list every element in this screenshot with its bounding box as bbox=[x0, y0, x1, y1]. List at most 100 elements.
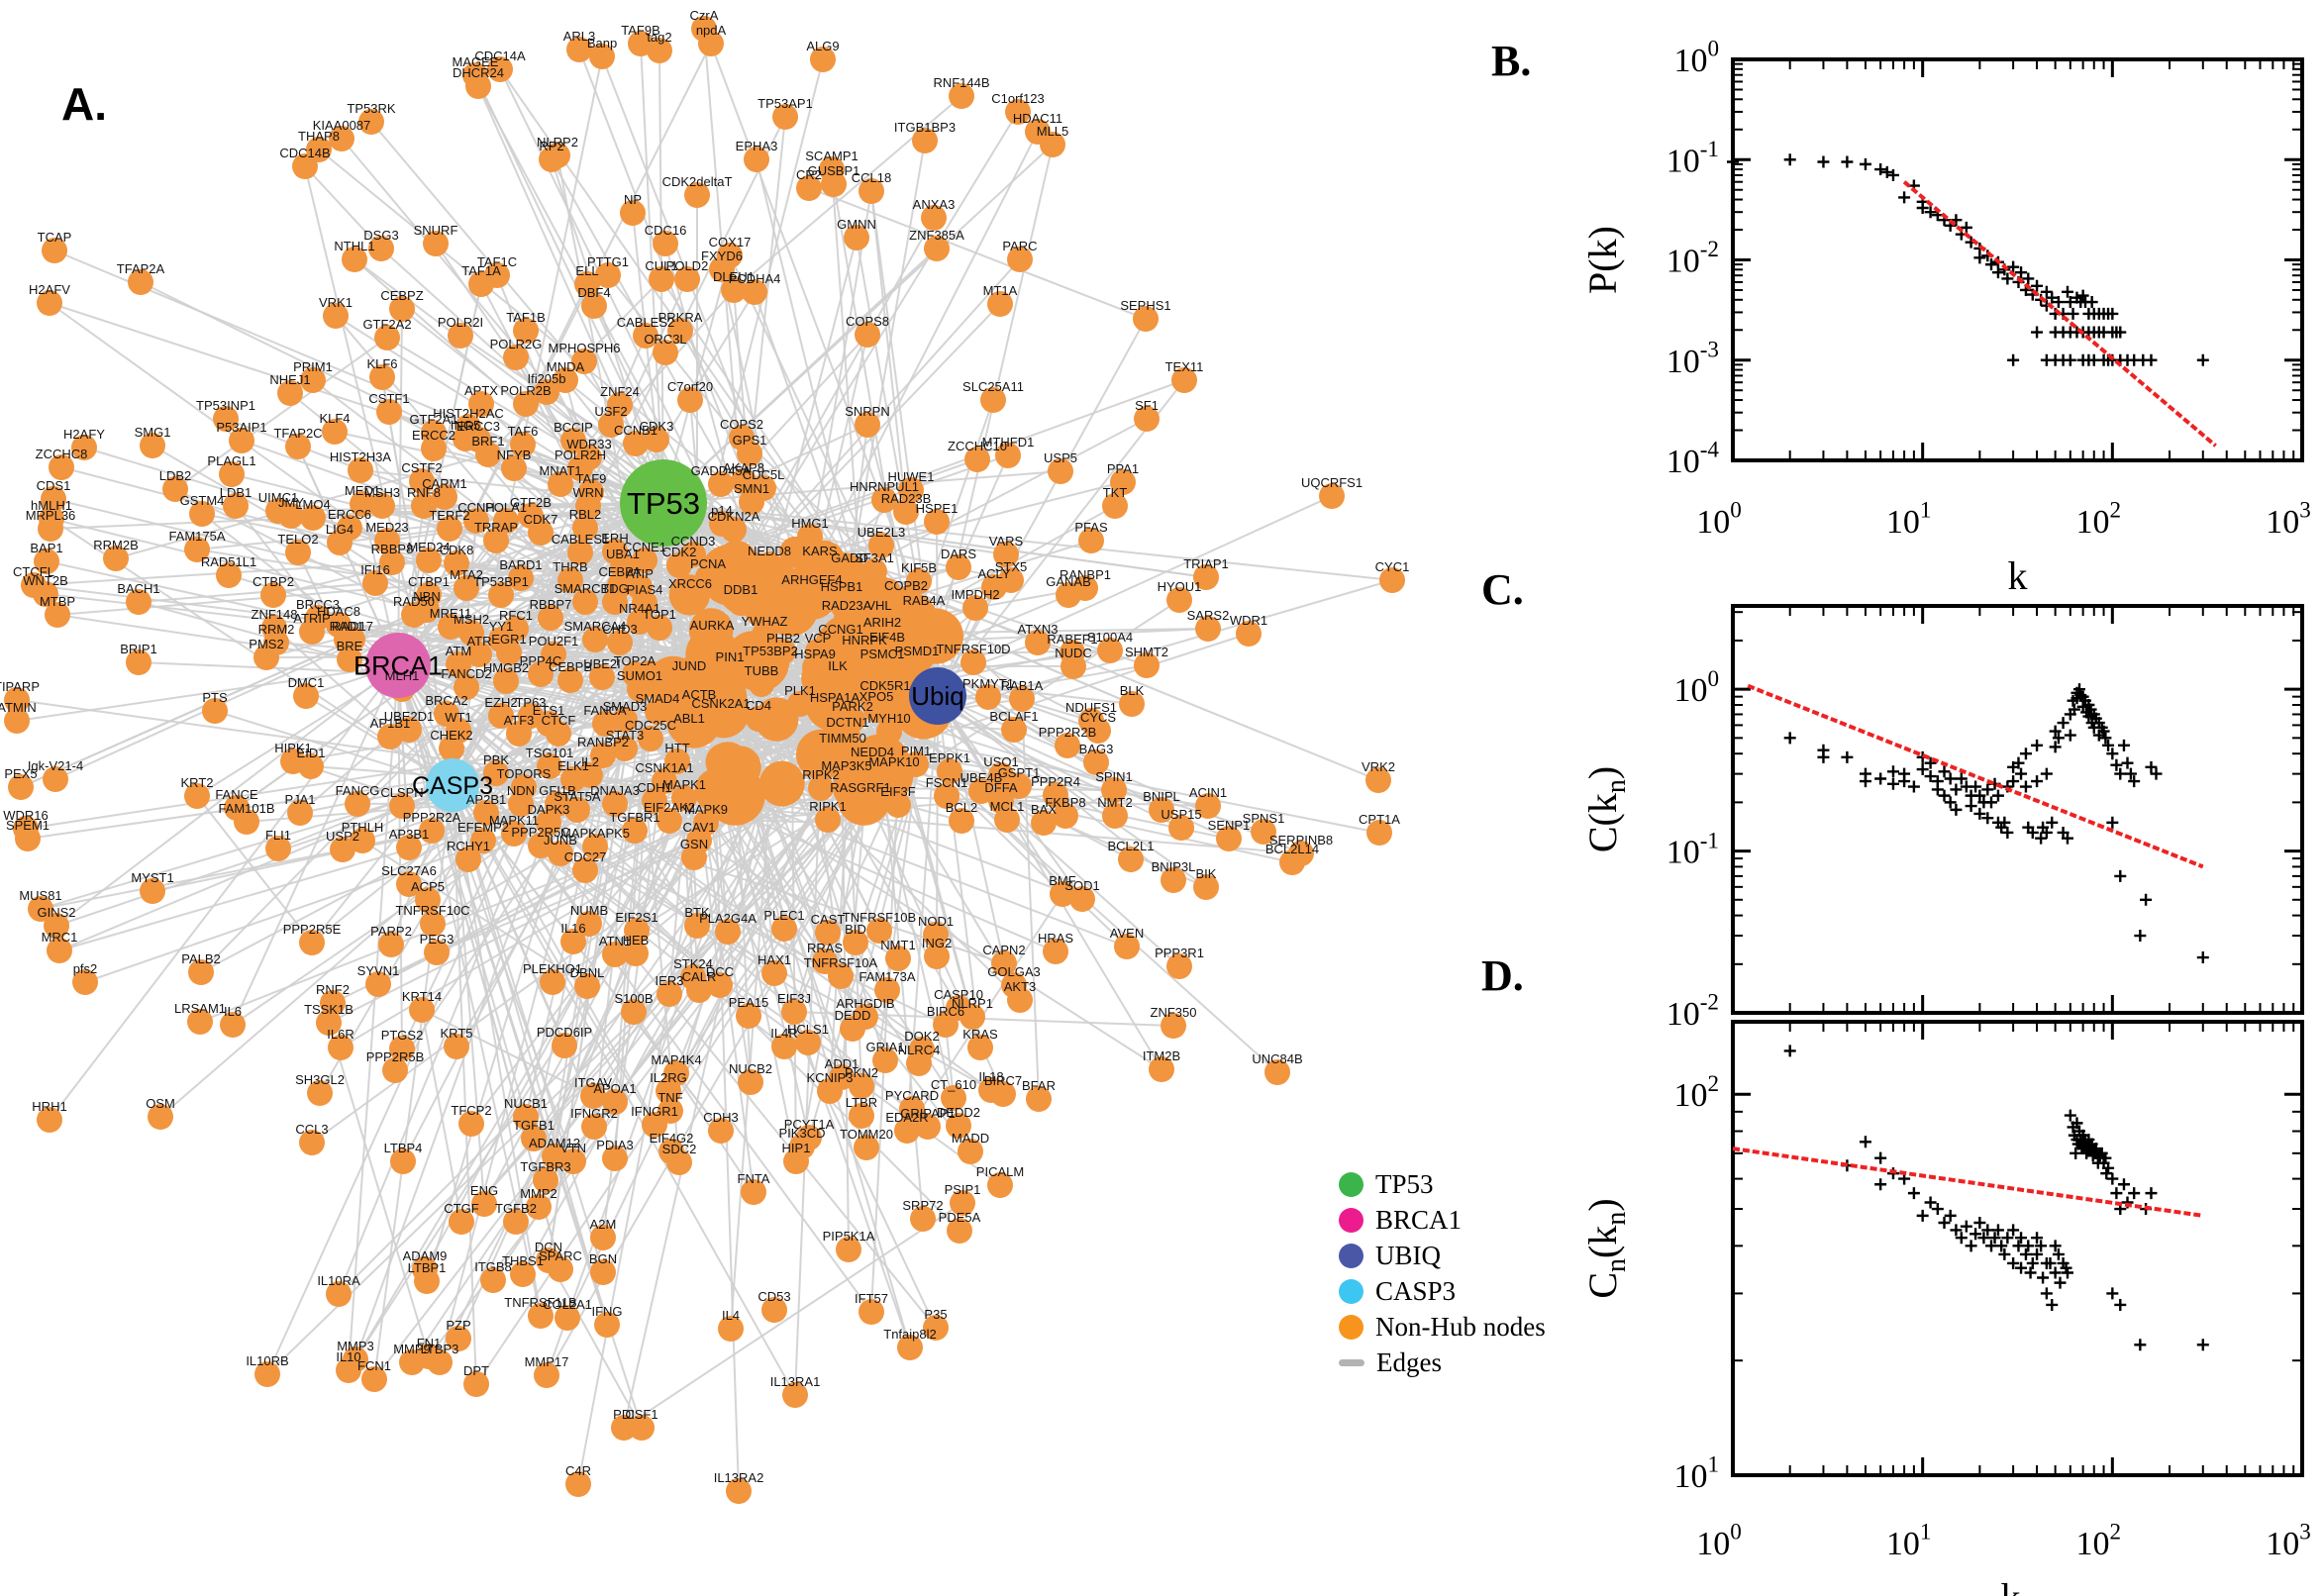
tick-label: 10-1 bbox=[1666, 137, 1719, 179]
network-core-node bbox=[758, 760, 805, 807]
network-node bbox=[684, 182, 710, 208]
network-node bbox=[427, 1349, 453, 1375]
network-node bbox=[958, 1139, 983, 1164]
network-node bbox=[45, 602, 70, 628]
tick-label: 103 bbox=[2266, 498, 2311, 541]
tick-label: 103 bbox=[2266, 1520, 2311, 1562]
network-node bbox=[463, 1371, 489, 1397]
network-node bbox=[802, 654, 828, 680]
network-node bbox=[589, 664, 615, 690]
network-node bbox=[937, 758, 962, 784]
network-node bbox=[898, 477, 924, 503]
data-point bbox=[2019, 1247, 2032, 1260]
network-node bbox=[782, 1382, 808, 1408]
network-node-label: CDC16 bbox=[645, 223, 687, 238]
network-node bbox=[220, 1012, 246, 1038]
network-node bbox=[810, 47, 836, 72]
tick-label: 100 bbox=[1673, 37, 1719, 79]
network-node bbox=[993, 542, 1019, 567]
network-node bbox=[656, 1078, 681, 1104]
network-node bbox=[533, 1167, 558, 1193]
network-node bbox=[1166, 953, 1192, 979]
network-node-label: THAP8 bbox=[298, 129, 340, 144]
network-node bbox=[540, 969, 565, 995]
network-node bbox=[645, 699, 670, 725]
network-node bbox=[493, 668, 519, 694]
network-node bbox=[103, 546, 129, 571]
network-node bbox=[611, 1415, 637, 1441]
network-node bbox=[1097, 638, 1123, 663]
network-node bbox=[189, 501, 215, 527]
network-node bbox=[698, 31, 724, 56]
network-node bbox=[293, 683, 319, 709]
network-node bbox=[419, 818, 445, 844]
network-node bbox=[483, 760, 509, 786]
network-node bbox=[903, 751, 929, 777]
network-node bbox=[350, 828, 375, 853]
network-node bbox=[968, 778, 994, 804]
network-node-label: ARL3 bbox=[563, 29, 596, 44]
network-node bbox=[1279, 849, 1305, 875]
network-node bbox=[1149, 797, 1174, 823]
network-node bbox=[438, 614, 463, 640]
legend-item-label: UBIQ bbox=[1375, 1240, 1441, 1270]
data-point bbox=[2110, 1187, 2123, 1200]
network-node bbox=[828, 630, 854, 655]
data-point bbox=[2040, 1287, 2053, 1300]
network-node bbox=[488, 703, 514, 729]
network-node bbox=[721, 277, 747, 303]
network-edge bbox=[452, 784, 796, 1396]
network-node bbox=[574, 271, 600, 297]
legend-item-label: CASP3 bbox=[1375, 1275, 1457, 1306]
network-node bbox=[647, 615, 672, 641]
network-node bbox=[454, 575, 479, 601]
network-edge bbox=[870, 735, 902, 1313]
network-edge bbox=[702, 745, 708, 758]
network-node bbox=[1216, 826, 1242, 851]
network-node-label: ZNF385A bbox=[909, 228, 964, 243]
network-edge bbox=[662, 502, 1207, 578]
network-node bbox=[316, 1010, 342, 1036]
network-node bbox=[787, 691, 813, 717]
network-node bbox=[369, 364, 395, 390]
network-node bbox=[470, 828, 496, 853]
tick-label: 101 bbox=[1886, 498, 1932, 541]
network-node bbox=[721, 517, 747, 543]
network-edge bbox=[55, 664, 399, 927]
tick-label: 102 bbox=[2076, 498, 2122, 541]
legend-item-tp53: TP53 bbox=[1339, 1166, 1546, 1202]
data-point bbox=[1886, 765, 1899, 778]
tick-label: 102 bbox=[2076, 1520, 2122, 1562]
network-node bbox=[1005, 99, 1031, 125]
panel-label-a: A. bbox=[61, 78, 107, 130]
network-edge bbox=[480, 283, 641, 588]
network-edge bbox=[328, 1022, 430, 1357]
network-node bbox=[47, 938, 72, 963]
network-node bbox=[574, 973, 600, 999]
network-node-label: C1orf123 bbox=[991, 91, 1044, 106]
panel-label-b: B. bbox=[1491, 37, 1532, 85]
network-node bbox=[265, 498, 291, 524]
network-node bbox=[960, 649, 986, 675]
data-point bbox=[1874, 772, 1887, 785]
data-point bbox=[2117, 739, 2130, 751]
network-edge bbox=[452, 784, 608, 1326]
network-node bbox=[656, 981, 682, 1007]
network-node bbox=[329, 126, 354, 151]
network-node-label: tag2 bbox=[647, 30, 671, 45]
network-edge bbox=[937, 379, 1185, 697]
network-node bbox=[771, 916, 797, 942]
plot-c: 100 10-1 10-2 C(kn) bbox=[1580, 604, 2304, 1033]
network-node bbox=[1026, 1086, 1052, 1112]
network-node bbox=[34, 549, 59, 574]
network-edge bbox=[730, 766, 773, 1330]
network-node bbox=[949, 808, 974, 834]
data-points bbox=[1783, 1045, 2209, 1351]
network-node bbox=[409, 997, 435, 1023]
axis-title: P(k) bbox=[1580, 226, 1625, 294]
network-node bbox=[299, 1130, 325, 1155]
network-node bbox=[612, 707, 638, 733]
network-node bbox=[874, 977, 900, 1003]
network-node bbox=[292, 153, 318, 179]
network-edge bbox=[452, 784, 913, 1110]
